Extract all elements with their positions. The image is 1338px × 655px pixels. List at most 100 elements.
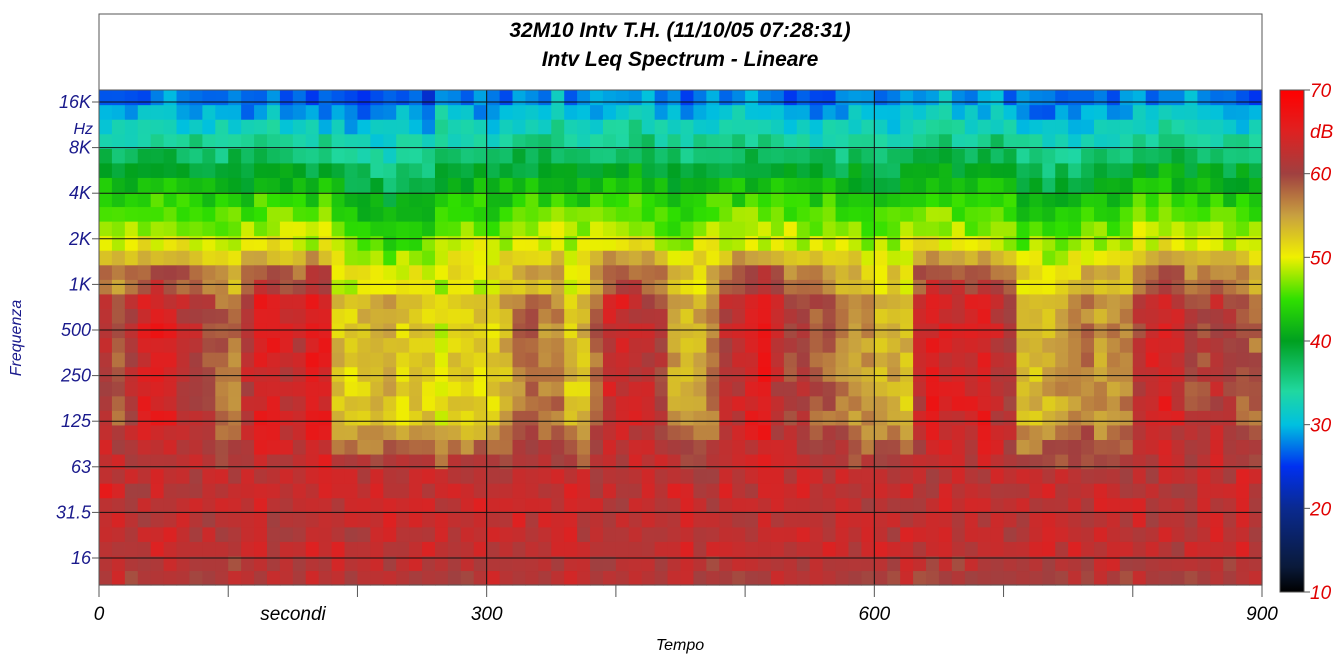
heatmap-cell bbox=[887, 308, 901, 324]
heatmap-cell bbox=[990, 191, 1005, 208]
heatmap-cell bbox=[1184, 453, 1198, 470]
heatmap-cell bbox=[473, 221, 488, 237]
heatmap-cell bbox=[447, 308, 462, 324]
heatmap-cell bbox=[964, 177, 979, 193]
heatmap-cell bbox=[693, 453, 707, 470]
heatmap-cell bbox=[590, 148, 604, 164]
heatmap-cell bbox=[628, 453, 643, 470]
y-tick-label: 500 bbox=[61, 320, 91, 340]
heatmap-cell bbox=[1055, 191, 1069, 208]
heatmap-cell bbox=[189, 424, 203, 441]
heatmap-cell bbox=[176, 570, 191, 586]
heatmap-cell bbox=[499, 308, 514, 324]
heatmap-cell bbox=[641, 119, 656, 135]
heatmap-cell bbox=[706, 221, 720, 237]
heatmap-cell bbox=[1132, 235, 1147, 251]
heatmap-cell bbox=[913, 497, 927, 513]
heatmap-cell bbox=[538, 497, 552, 513]
heatmap-cell bbox=[99, 177, 113, 193]
heatmap-cell bbox=[680, 570, 695, 586]
heatmap-cell bbox=[577, 308, 591, 324]
heatmap-cell bbox=[1068, 483, 1082, 499]
heatmap-cell bbox=[1197, 497, 1211, 513]
heatmap-cell bbox=[745, 191, 759, 208]
heatmap-cell bbox=[512, 352, 527, 368]
heatmap-cell bbox=[137, 497, 152, 513]
heatmap-cell bbox=[331, 293, 346, 309]
heatmap-cell bbox=[577, 206, 591, 222]
heatmap-cell bbox=[1106, 381, 1121, 397]
heatmap-cell bbox=[641, 337, 656, 353]
heatmap-cell bbox=[693, 555, 707, 572]
heatmap-cell bbox=[434, 424, 449, 441]
heatmap-cell bbox=[215, 293, 229, 309]
heatmap-cell bbox=[357, 453, 371, 470]
heatmap-cell bbox=[266, 468, 281, 484]
heatmap-cell bbox=[900, 322, 914, 339]
heatmap-cell bbox=[1236, 453, 1250, 470]
heatmap-cell bbox=[1184, 512, 1198, 528]
heatmap-cell bbox=[1068, 410, 1082, 426]
heatmap-cell bbox=[874, 221, 888, 237]
heatmap-cell bbox=[305, 264, 320, 280]
heatmap-cell bbox=[887, 366, 901, 382]
heatmap-cell bbox=[370, 555, 384, 572]
heatmap-cell bbox=[861, 337, 875, 353]
heatmap-cell bbox=[111, 366, 126, 382]
heatmap-cell bbox=[706, 424, 720, 441]
heatmap-cell bbox=[732, 279, 746, 295]
heatmap-cell bbox=[977, 366, 992, 382]
heatmap-cell bbox=[1016, 381, 1030, 397]
heatmap-cell bbox=[383, 221, 397, 237]
heatmap-cell bbox=[874, 337, 888, 353]
heatmap-cell bbox=[215, 395, 229, 411]
heatmap-cell bbox=[926, 293, 940, 309]
heatmap-cell bbox=[331, 235, 346, 251]
heatmap-cell bbox=[796, 526, 811, 542]
heatmap-cell bbox=[344, 90, 359, 106]
heatmap-cell bbox=[1081, 483, 1095, 499]
heatmap-cell bbox=[551, 439, 565, 455]
heatmap-cell bbox=[279, 206, 294, 222]
heatmap-cell bbox=[551, 162, 565, 178]
heatmap-cell bbox=[977, 264, 992, 280]
heatmap-cell bbox=[1145, 366, 1160, 382]
heatmap-cell bbox=[887, 497, 901, 513]
heatmap-cell bbox=[564, 541, 578, 557]
heatmap-cell bbox=[1210, 497, 1224, 513]
heatmap-cell bbox=[163, 250, 178, 266]
heatmap-cell bbox=[654, 221, 669, 237]
heatmap-cell bbox=[1132, 381, 1147, 397]
heatmap-cell bbox=[551, 221, 565, 237]
heatmap-cell bbox=[460, 104, 475, 120]
heatmap-cell bbox=[215, 381, 229, 397]
heatmap-cell bbox=[525, 293, 539, 309]
heatmap-cell bbox=[719, 148, 733, 164]
heatmap-cell bbox=[344, 264, 359, 280]
heatmap-cell bbox=[926, 512, 940, 528]
heatmap-cell bbox=[641, 352, 656, 368]
heatmap-cell bbox=[1055, 483, 1069, 499]
x-tick-label: 900 bbox=[1246, 604, 1278, 625]
heatmap-cell bbox=[305, 381, 320, 397]
heatmap-cell bbox=[525, 250, 539, 266]
heatmap-cell bbox=[396, 453, 410, 470]
x-unit-label: secondi bbox=[260, 604, 326, 625]
heatmap-cell bbox=[706, 410, 720, 426]
heatmap-cell bbox=[525, 410, 539, 426]
heatmap-cell bbox=[1145, 104, 1160, 120]
heatmap-cell bbox=[719, 497, 733, 513]
heatmap-cell bbox=[1055, 90, 1069, 106]
heatmap-cell bbox=[654, 191, 669, 208]
heatmap-cell bbox=[215, 177, 229, 193]
heatmap-cell bbox=[835, 177, 850, 193]
heatmap-cell bbox=[305, 410, 320, 426]
heatmap-cell bbox=[1236, 410, 1250, 426]
heatmap-cell bbox=[1003, 264, 1018, 280]
heatmap-cell bbox=[1016, 424, 1030, 441]
heatmap-cell bbox=[564, 250, 578, 266]
heatmap-cell bbox=[822, 512, 837, 528]
heatmap-cell bbox=[150, 526, 165, 542]
heatmap-cell bbox=[525, 439, 539, 455]
heatmap-cell bbox=[331, 541, 346, 557]
